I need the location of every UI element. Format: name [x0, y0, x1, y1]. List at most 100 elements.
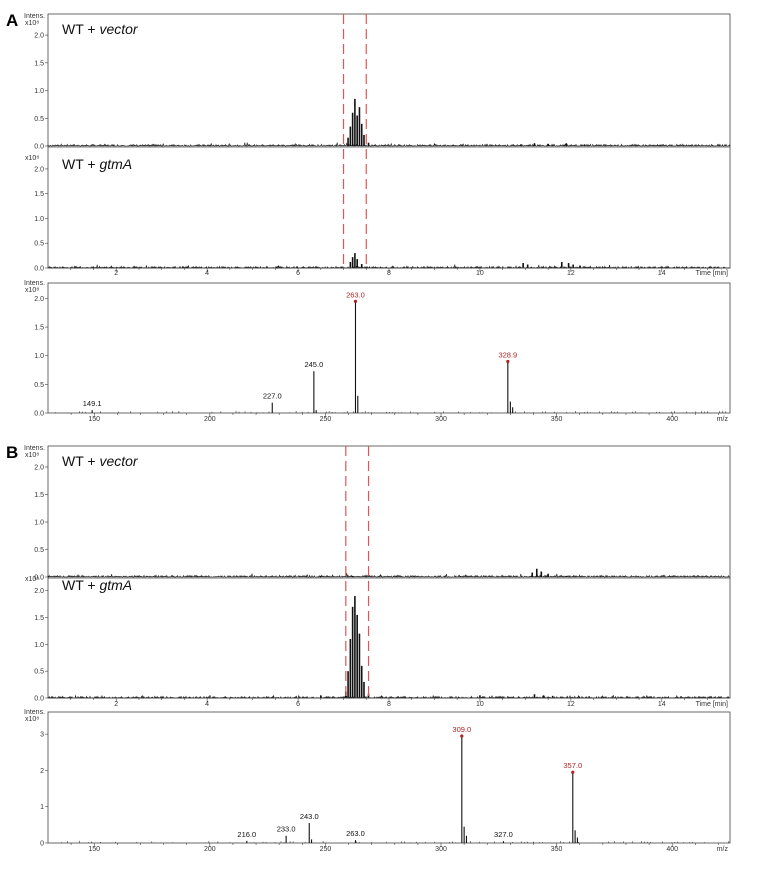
y-tick-label: 0.0: [34, 266, 44, 273]
trace-label: WT + gtmA: [62, 156, 132, 172]
peak-label: 227.0: [263, 392, 282, 401]
mz-tick-label: 400: [666, 846, 678, 853]
y-axis-unit: x10⁸: [25, 20, 39, 27]
peak-label: 149.1: [83, 399, 102, 408]
mz-tick-label: 200: [204, 416, 216, 423]
y-tick-label: 1.5: [34, 60, 44, 67]
y-tick-label: 2.0: [34, 588, 44, 595]
spectrum-noise: [55, 410, 727, 413]
y-tick-label: 1.5: [34, 492, 44, 499]
peak-label: 216.0: [237, 830, 256, 839]
panel-letter: A: [6, 11, 18, 30]
peak-marker: [506, 359, 510, 364]
panel-letter: B: [6, 443, 18, 462]
y-tick-label: 1.0: [34, 216, 44, 223]
peak-label: 328.9: [498, 350, 517, 359]
time-tick-label: 10: [476, 701, 484, 708]
mass-spectrum: Intens.x10⁸ 2.0 1.5 1.0 0.5 0.0 149.1 227.0 245.…: [24, 280, 731, 423]
time-axis-unit: Time [min]: [696, 701, 728, 708]
spectrum-y-tick-label: 0.5: [34, 382, 44, 389]
peak-label: 243.0: [300, 812, 319, 821]
y-axis-unit: x10⁸: [25, 155, 39, 162]
spectrum-y-tick-label: 1: [40, 804, 44, 811]
trace-label-strain: gtmA: [99, 156, 132, 172]
spectrum-y-tick-label: 3: [40, 732, 44, 739]
y-axis-label: Intens.: [24, 445, 45, 452]
time-tick-label: 4: [205, 270, 209, 277]
spectrum-y-tick-label: 0: [40, 841, 44, 848]
time-tick-label: 2: [114, 701, 118, 708]
trace-label-prefix: WT +: [62, 453, 99, 469]
time-tick-label: 6: [296, 270, 300, 277]
spectrum-y-unit: x10⁸: [25, 287, 39, 294]
trace-label: WT + gtmA: [62, 577, 132, 593]
trace-label-strain: vector: [99, 21, 138, 37]
mass-spectrum: Intens.x10⁸ 3 2 1 0 216.0 233.0 243.0 263.0 309.0…: [24, 709, 731, 853]
chromatogram-frame: [47, 445, 731, 699]
mz-tick-label: 200: [204, 846, 216, 853]
y-tick-label: 1.5: [34, 191, 44, 198]
trace-label-prefix: WT +: [62, 156, 99, 172]
trace-label: WT + vector: [62, 21, 139, 37]
y-axis-label: Intens.: [24, 13, 45, 20]
y-tick-label: 2.0: [34, 33, 44, 40]
peak-marker: [460, 734, 464, 738]
mz-tick-label: 250: [320, 846, 332, 853]
peak-label: 263.0: [346, 829, 365, 838]
y-tick-label: 0.0: [34, 144, 44, 151]
trace-label: WT + vector: [62, 453, 139, 469]
mz-tick-label: 150: [88, 416, 100, 423]
y-tick-label: 2.0: [34, 166, 44, 173]
y-tick-label: 2.0: [34, 465, 44, 472]
spectrum-y-label: Intens.: [24, 709, 45, 716]
peak-label: 309.0: [452, 725, 471, 734]
peak-label: 357.0: [563, 761, 582, 770]
peak-marker: [571, 770, 575, 774]
time-tick-label: 12: [567, 270, 575, 277]
trace-label-prefix: WT +: [62, 21, 99, 37]
spectrum-y-unit: x10⁸: [25, 716, 39, 723]
y-tick-label: 1.5: [34, 615, 44, 622]
time-tick-label: 14: [658, 701, 666, 708]
mz-tick-label: 350: [551, 416, 563, 423]
spectrum-frame: [47, 282, 731, 414]
time-tick-label: 6: [296, 701, 300, 708]
spectrum-y-tick-label: 0.0: [34, 411, 44, 418]
y-tick-label: 1.0: [34, 642, 44, 649]
y-tick-label: 0.5: [34, 669, 44, 676]
chromatogram-frame: [47, 13, 731, 269]
time-tick-label: 14: [658, 270, 666, 277]
y-tick-label: 1.0: [34, 88, 44, 95]
chromatogram-2: 2.0 1.5 1.0 0.5 0.0 x10⁸ WT + gtmA: [25, 146, 731, 273]
spectrum-y-label: Intens.: [24, 280, 45, 287]
y-tick-label: 0.5: [34, 241, 44, 248]
peak-label: 327.0: [494, 830, 513, 839]
spectrum-frame: [47, 711, 731, 844]
mz-axis-unit: m/z: [717, 846, 729, 853]
y-tick-label: 1.0: [34, 520, 44, 527]
y-tick-label: 0.0: [34, 696, 44, 703]
mz-tick-label: 150: [88, 846, 100, 853]
time-tick-label: 10: [476, 270, 484, 277]
time-tick-label: 8: [387, 701, 391, 708]
time-tick-label: 2: [114, 270, 118, 277]
mz-axis-unit: m/z: [717, 416, 729, 423]
spectrum-y-tick-label: 2: [40, 768, 44, 775]
time-axis-unit: Time [min]: [696, 270, 728, 277]
trace-label-prefix: WT +: [62, 577, 99, 593]
mz-tick-label: 250: [320, 416, 332, 423]
mz-tick-label: 300: [435, 416, 447, 423]
spectrum-y-tick-label: 1.5: [34, 325, 44, 332]
peak-label: 263.0: [346, 290, 365, 299]
baseline-trace: [47, 264, 731, 269]
y-tick-label: 0.5: [34, 547, 44, 554]
y-axis-unit: x10⁸: [25, 452, 39, 459]
peak-label: 233.0: [277, 825, 296, 834]
spectrum-y-tick-label: 2.0: [34, 296, 44, 303]
